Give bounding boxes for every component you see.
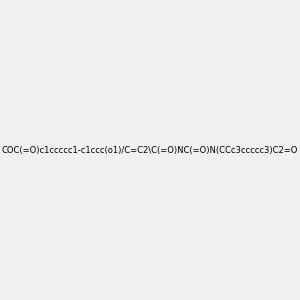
Text: COC(=O)c1ccccc1-c1ccc(o1)/C=C2\C(=O)NC(=O)N(CCc3ccccc3)C2=O: COC(=O)c1ccccc1-c1ccc(o1)/C=C2\C(=O)NC(=… xyxy=(2,146,298,154)
